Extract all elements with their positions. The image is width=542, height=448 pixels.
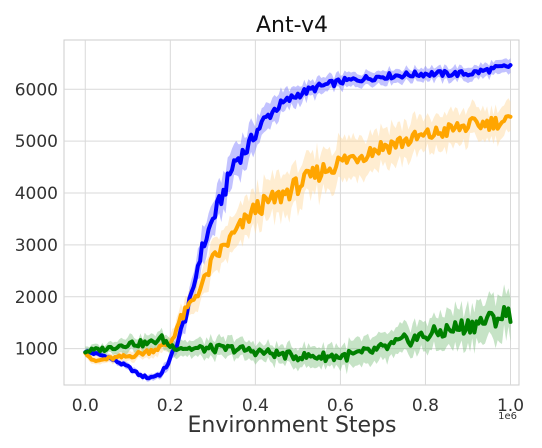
y-tick-label: 3000 xyxy=(15,236,58,256)
x-tick-label: 0.6 xyxy=(327,396,354,416)
series-lines xyxy=(83,63,513,381)
x-tick-label: 0.2 xyxy=(157,396,184,416)
series-line xyxy=(83,305,513,364)
x-tick-label: 0.4 xyxy=(242,396,269,416)
chart-title: Ant-v4 xyxy=(256,13,328,38)
y-tick-label: 1000 xyxy=(15,340,58,360)
x-axis-label: Environment Steps xyxy=(187,413,396,438)
y-tick-labels: 1000 2000 3000 4000 5000 6000 xyxy=(15,80,58,359)
x-tick-labels: 0.0 0.2 0.4 0.6 0.8 1.0 xyxy=(72,396,524,416)
y-tick-label: 2000 xyxy=(15,288,58,308)
y-tick-label: 6000 xyxy=(15,80,58,100)
y-tick-label: 5000 xyxy=(15,132,58,152)
x-tick-label: 0.8 xyxy=(412,396,439,416)
series-line xyxy=(83,114,513,364)
x-multiplier-label: 1e6 xyxy=(498,411,517,422)
y-tick-label: 4000 xyxy=(15,184,58,204)
x-tick-label: 1.0 xyxy=(497,396,524,416)
x-tick-label: 0.0 xyxy=(72,396,99,416)
series-line xyxy=(83,63,513,381)
